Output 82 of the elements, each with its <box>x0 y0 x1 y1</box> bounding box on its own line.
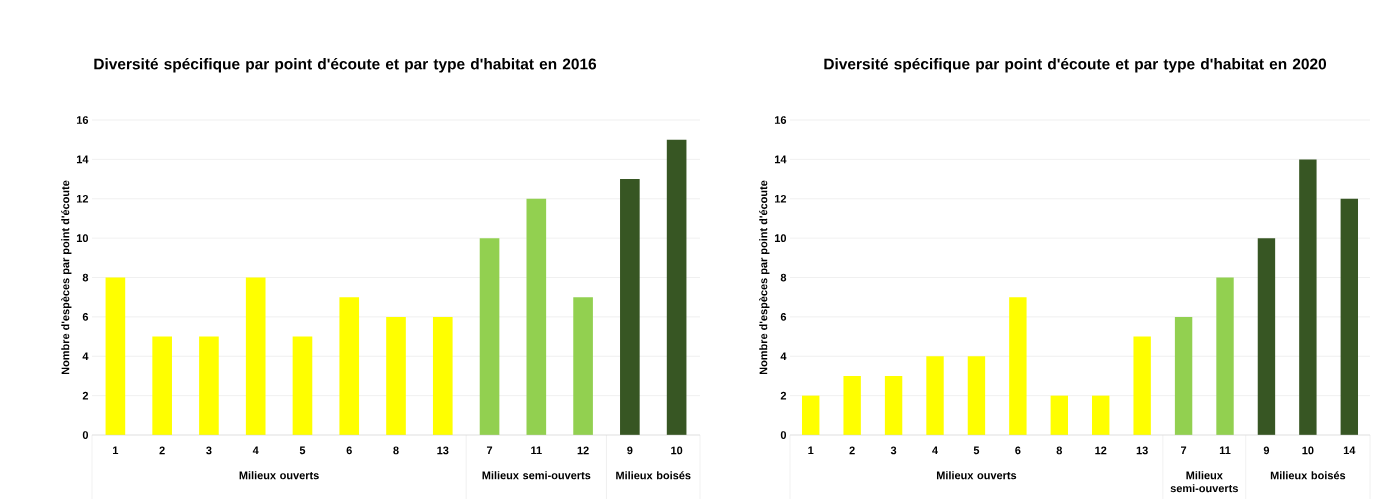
x-tick-label: 4 <box>252 446 259 455</box>
bar <box>245 277 266 435</box>
x-tick-label: 11 <box>531 446 542 455</box>
y-tick-label: 0 <box>780 431 787 439</box>
x-tick-label: 8 <box>393 446 399 455</box>
bar <box>1340 198 1358 435</box>
bar <box>1216 277 1234 435</box>
bar <box>1092 395 1110 435</box>
bar <box>199 336 219 435</box>
y-axis-title: Nombre d'espèces par point d'écoute <box>61 180 72 375</box>
bar <box>432 316 453 435</box>
bar <box>843 375 861 435</box>
y-tick-label: 6 <box>780 313 787 321</box>
x-tick-label: 9 <box>627 446 633 455</box>
x-tick-label: 12 <box>577 446 589 455</box>
y-axis-title: Nombre d'espèces par point d'écoute <box>759 180 770 375</box>
x-tick-label: 13 <box>437 446 449 455</box>
chart-title: Diversité spécifique par point d'écoute et par type d'habitat en 2016 <box>94 57 597 73</box>
x-tick-label: 6 <box>1015 446 1021 455</box>
y-tick-label: 8 <box>780 273 787 282</box>
bar <box>526 198 547 435</box>
bar <box>666 139 687 435</box>
y-tick-label: 14 <box>774 155 787 164</box>
x-tick-label: 1 <box>808 446 814 455</box>
text: Milieux boisés <box>616 471 691 480</box>
x-tick-label: 5 <box>299 446 306 455</box>
bar <box>802 395 820 435</box>
x-tick-label: 2 <box>849 446 855 455</box>
chart-title: Diversité spécifique par point d'écoute et par type d'habitat en 2020 <box>824 57 1327 73</box>
text: Milieux ouverts <box>936 471 1017 480</box>
y-tick-label: 2 <box>780 391 787 400</box>
bar <box>479 238 500 435</box>
bar <box>339 297 360 435</box>
y-tick-label: 12 <box>774 194 787 203</box>
bar <box>967 356 986 435</box>
y-tick-label: 8 <box>82 273 89 282</box>
bar <box>1050 395 1068 435</box>
x-tick-label: 3 <box>890 446 897 455</box>
y-tick-label: 2 <box>82 391 89 400</box>
x-tick-label: 1 <box>113 446 119 455</box>
x-tick-label: 7 <box>486 446 493 455</box>
bar <box>884 375 903 435</box>
bar <box>1174 316 1193 435</box>
x-tick-label: 10 <box>671 446 683 455</box>
y-tick-label: 6 <box>82 313 89 321</box>
y-tick-label: 16 <box>76 116 89 124</box>
y-tick-label: 14 <box>76 155 89 164</box>
bar <box>1009 297 1027 435</box>
x-tick-label: 13 <box>1136 446 1148 455</box>
y-tick-label: 10 <box>774 234 787 243</box>
bar <box>1257 238 1276 435</box>
bar <box>1133 336 1151 435</box>
x-tick-label: 14 <box>1343 446 1356 455</box>
bar <box>152 336 172 435</box>
bar <box>292 336 313 435</box>
bar <box>105 277 126 435</box>
text: Milieux boisés <box>1270 471 1346 480</box>
bar <box>573 297 593 435</box>
bar <box>386 316 406 435</box>
x-tick-label: 8 <box>1056 446 1062 455</box>
x-tick-label: 10 <box>1302 446 1314 455</box>
y-tick-label: 10 <box>76 234 89 243</box>
text: Milieux ouverts <box>239 471 319 480</box>
text: Milieux semi-ouverts <box>1170 471 1238 493</box>
x-tick-label: 3 <box>206 446 212 455</box>
y-tick-label: 16 <box>774 116 787 124</box>
x-tick-label: 4 <box>932 446 938 455</box>
x-tick-label: 6 <box>346 446 352 455</box>
bar <box>620 179 640 435</box>
x-tick-label: 2 <box>159 446 165 455</box>
bar <box>926 356 944 435</box>
x-tick-label: 9 <box>1263 446 1270 455</box>
y-tick-label: 0 <box>82 431 89 439</box>
y-tick-label: 4 <box>780 352 787 361</box>
x-tick-label: 7 <box>1181 446 1187 455</box>
bar <box>1299 159 1317 435</box>
x-tick-label: 11 <box>1219 446 1231 455</box>
x-tick-label: 5 <box>973 446 980 455</box>
text: Milieux semi-ouverts <box>482 471 591 480</box>
y-tick-label: 12 <box>76 194 89 203</box>
y-tick-label: 4 <box>82 352 89 361</box>
x-tick-label: 12 <box>1095 446 1107 455</box>
